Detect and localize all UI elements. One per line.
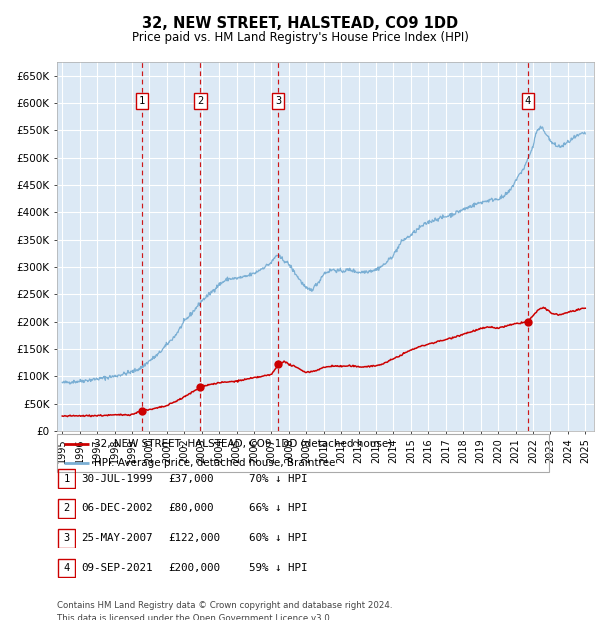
- Text: 59% ↓ HPI: 59% ↓ HPI: [249, 563, 308, 573]
- Text: 09-SEP-2021: 09-SEP-2021: [81, 563, 152, 573]
- Text: 06-DEC-2002: 06-DEC-2002: [81, 503, 152, 513]
- Text: HPI: Average price, detached house, Braintree: HPI: Average price, detached house, Brai…: [94, 458, 335, 468]
- Text: This data is licensed under the Open Government Licence v3.0.: This data is licensed under the Open Gov…: [57, 614, 332, 620]
- Text: 32, NEW STREET, HALSTEAD, CO9 1DD (detached house): 32, NEW STREET, HALSTEAD, CO9 1DD (detac…: [94, 438, 392, 449]
- Text: £122,000: £122,000: [168, 533, 220, 543]
- Text: 60% ↓ HPI: 60% ↓ HPI: [249, 533, 308, 543]
- Text: 66% ↓ HPI: 66% ↓ HPI: [249, 503, 308, 513]
- Text: 2: 2: [64, 503, 70, 513]
- Text: Price paid vs. HM Land Registry's House Price Index (HPI): Price paid vs. HM Land Registry's House …: [131, 31, 469, 44]
- Text: Contains HM Land Registry data © Crown copyright and database right 2024.: Contains HM Land Registry data © Crown c…: [57, 601, 392, 610]
- Text: 30-JUL-1999: 30-JUL-1999: [81, 474, 152, 484]
- Text: 1: 1: [139, 95, 145, 106]
- Text: 3: 3: [64, 533, 70, 543]
- Text: 3: 3: [275, 95, 281, 106]
- Text: 4: 4: [64, 563, 70, 573]
- Text: £200,000: £200,000: [168, 563, 220, 573]
- Text: £80,000: £80,000: [168, 503, 214, 513]
- Text: 32, NEW STREET, HALSTEAD, CO9 1DD: 32, NEW STREET, HALSTEAD, CO9 1DD: [142, 16, 458, 30]
- Text: 1: 1: [64, 474, 70, 484]
- Text: 2: 2: [197, 95, 203, 106]
- Text: £37,000: £37,000: [168, 474, 214, 484]
- Text: 4: 4: [524, 95, 530, 106]
- Text: 25-MAY-2007: 25-MAY-2007: [81, 533, 152, 543]
- Text: 70% ↓ HPI: 70% ↓ HPI: [249, 474, 308, 484]
